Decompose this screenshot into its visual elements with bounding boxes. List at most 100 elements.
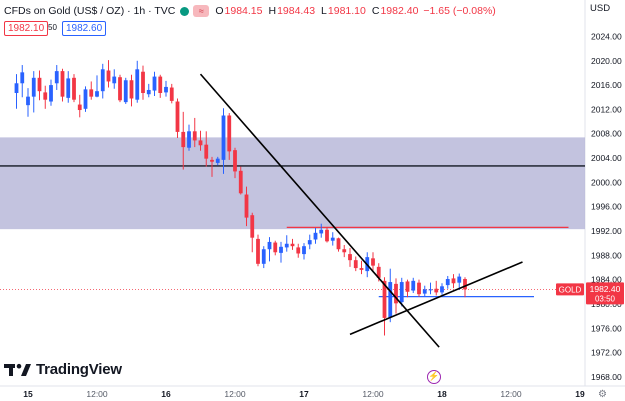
last-price-label-bg <box>586 282 624 305</box>
candle-body <box>394 283 398 304</box>
market-open-status-icon <box>180 6 190 16</box>
candle-body <box>233 150 237 172</box>
candle-body <box>348 254 352 261</box>
low-value: 1981.10 <box>327 5 366 17</box>
trendline-0 <box>199 73 440 348</box>
candle <box>238 166 243 195</box>
candle-body <box>227 115 232 152</box>
spread-value: 50 <box>48 23 57 32</box>
candle <box>198 130 203 151</box>
candle-body <box>313 232 318 240</box>
open-value: 1984.15 <box>224 5 263 17</box>
candle-body <box>411 280 416 291</box>
candle-body <box>89 89 94 97</box>
candle <box>106 60 111 88</box>
candle <box>336 237 341 252</box>
candle-body <box>342 249 347 253</box>
candle-body <box>83 89 88 109</box>
candle-body <box>123 80 128 103</box>
candle <box>158 74 163 98</box>
candle-body <box>112 76 117 84</box>
candle-body <box>146 89 151 95</box>
y-tick-label: 1996.00 <box>591 202 622 212</box>
candle-body <box>307 240 312 245</box>
candle-body <box>336 238 341 250</box>
candle <box>382 277 387 336</box>
candle <box>411 277 416 293</box>
candle <box>20 65 25 98</box>
x-tick-label: 12:00 <box>500 389 522 399</box>
candle <box>319 223 324 238</box>
gear-icon[interactable]: ⚙ <box>598 389 607 400</box>
candle <box>100 63 105 99</box>
candle <box>141 65 145 100</box>
candle <box>135 60 140 103</box>
logo-text: TradingView <box>36 361 122 378</box>
currency-selector[interactable]: USD <box>590 3 611 14</box>
y-tick-label: 1988.00 <box>591 250 622 260</box>
candle <box>279 241 283 263</box>
candle-body <box>290 243 295 247</box>
candle <box>405 279 410 298</box>
candle <box>54 65 59 90</box>
candle <box>204 131 209 167</box>
high-value: 1984.43 <box>277 5 316 17</box>
candle-body <box>250 215 255 238</box>
y-tick-label: 2024.00 <box>591 31 622 41</box>
candle-body <box>187 131 191 148</box>
candle-body <box>118 77 122 101</box>
candle <box>284 235 289 252</box>
candle <box>14 74 19 109</box>
candle <box>164 80 168 97</box>
candle-body <box>77 104 82 111</box>
x-tick-label: 19 <box>575 389 585 399</box>
time-axis[interactable]: 15 12:00 16 12:00 17 12:00 18 12:00 19 <box>23 389 585 399</box>
last-price-label: 1982.40 <box>590 284 621 294</box>
y-tick-label: 1972.00 <box>591 348 622 358</box>
candle-body <box>54 71 59 84</box>
close-label: C <box>371 5 380 17</box>
low-label: L <box>321 5 327 17</box>
symbol-title[interactable]: CFDs on Gold (US$ / OZ) · 1h · TVC <box>4 5 176 17</box>
candle-body <box>192 131 197 141</box>
candle <box>26 88 30 117</box>
candle <box>313 227 318 244</box>
x-tick-label: 12:00 <box>224 389 246 399</box>
y-tick-label: 1968.00 <box>591 372 622 382</box>
candle-body <box>428 289 433 291</box>
candle-body <box>325 229 329 242</box>
candle-body <box>210 159 214 162</box>
candle <box>348 248 352 267</box>
y-tick-label: 1992.00 <box>591 226 622 236</box>
candle <box>129 74 134 107</box>
candle-body <box>14 83 19 94</box>
buy-price-button[interactable]: 1982.60 <box>62 21 107 36</box>
candle-body <box>169 87 174 101</box>
candle-body <box>405 281 410 292</box>
supply-demand-zone <box>0 137 585 230</box>
candle <box>307 234 312 250</box>
candle <box>394 278 398 314</box>
candle-body <box>445 279 450 286</box>
candle <box>31 71 36 113</box>
highlight-badge-icon[interactable]: ≈ <box>193 5 210 17</box>
lightning-icon[interactable]: ⚡ <box>427 370 441 384</box>
candle-body <box>129 80 134 99</box>
candle-body <box>296 247 301 254</box>
candle-body <box>152 76 157 91</box>
candle <box>457 273 462 290</box>
candle <box>227 113 232 160</box>
open-label: O <box>215 5 224 17</box>
sell-price-button[interactable]: 1982.10 <box>4 21 49 36</box>
y-tick-label: 1976.00 <box>591 323 622 333</box>
price-axis[interactable]: 2024.00 2020.00 2016.00 2012.00 2008.00 2004.… <box>591 31 622 381</box>
candle <box>66 71 71 103</box>
candle-body <box>463 279 467 290</box>
candle-body <box>422 289 427 294</box>
candle <box>215 156 220 166</box>
candle-body <box>330 237 335 241</box>
candle-body <box>319 229 324 234</box>
x-tick-label: 16 <box>161 389 171 399</box>
